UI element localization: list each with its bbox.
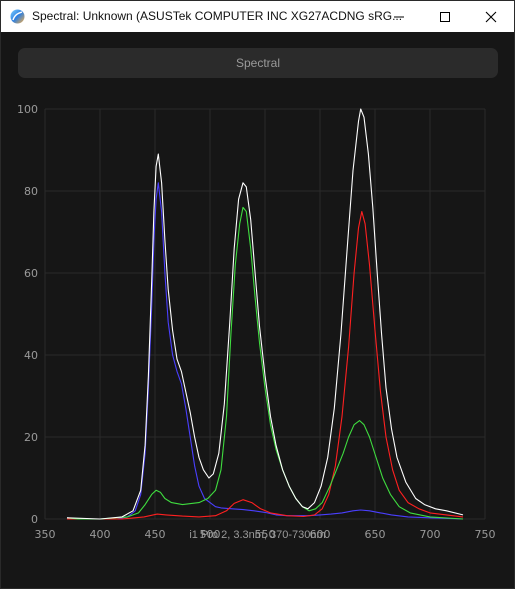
chart-grid (44, 108, 486, 520)
title-bar[interactable]: Spectral: Unknown (ASUSTek COMPUTER INC … (1, 1, 514, 32)
x-tick-label: 450 (145, 528, 166, 541)
spectral-header-button[interactable]: Spectral (18, 48, 498, 78)
content-area: Spectral (1, 32, 514, 588)
window-title: Spectral: Unknown (ASUSTek COMPUTER INC … (32, 9, 403, 23)
series-line-3 (66, 108, 464, 520)
y-tick-label: 40 (24, 349, 38, 362)
maximize-icon (440, 11, 450, 22)
close-icon (485, 11, 497, 22)
y-tick-label: 100 (17, 103, 38, 116)
x-tick-label: 750 (475, 528, 496, 541)
x-tick-label: 700 (420, 528, 441, 541)
y-tick-label: 0 (31, 513, 38, 526)
x-tick-label: 500 (200, 528, 221, 541)
app-logo-icon (10, 9, 25, 24)
minimize-icon (394, 16, 404, 17)
spectral-chart: 350 400 450 500 550 600 650 700 750 0 20 40 60 80 100 (17, 103, 496, 541)
x-tick-label: 600 (310, 528, 331, 541)
maximize-button[interactable] (422, 1, 468, 32)
x-tick-label: 550 (255, 528, 276, 541)
x-tick-label: 400 (90, 528, 111, 541)
y-tick-label: 80 (24, 185, 38, 198)
x-tick-label: 650 (365, 528, 386, 541)
minimize-button[interactable] (376, 1, 422, 32)
close-button[interactable] (468, 1, 514, 32)
y-tick-label: 60 (24, 267, 38, 280)
y-tick-label: 20 (24, 431, 38, 444)
series-line-2 (66, 206, 464, 520)
series-line-1 (67, 210, 464, 520)
x-tick-label: 350 (35, 528, 56, 541)
instrument-caption: i1 Pro 2, 3.3nm, 370-730nm (189, 529, 326, 541)
